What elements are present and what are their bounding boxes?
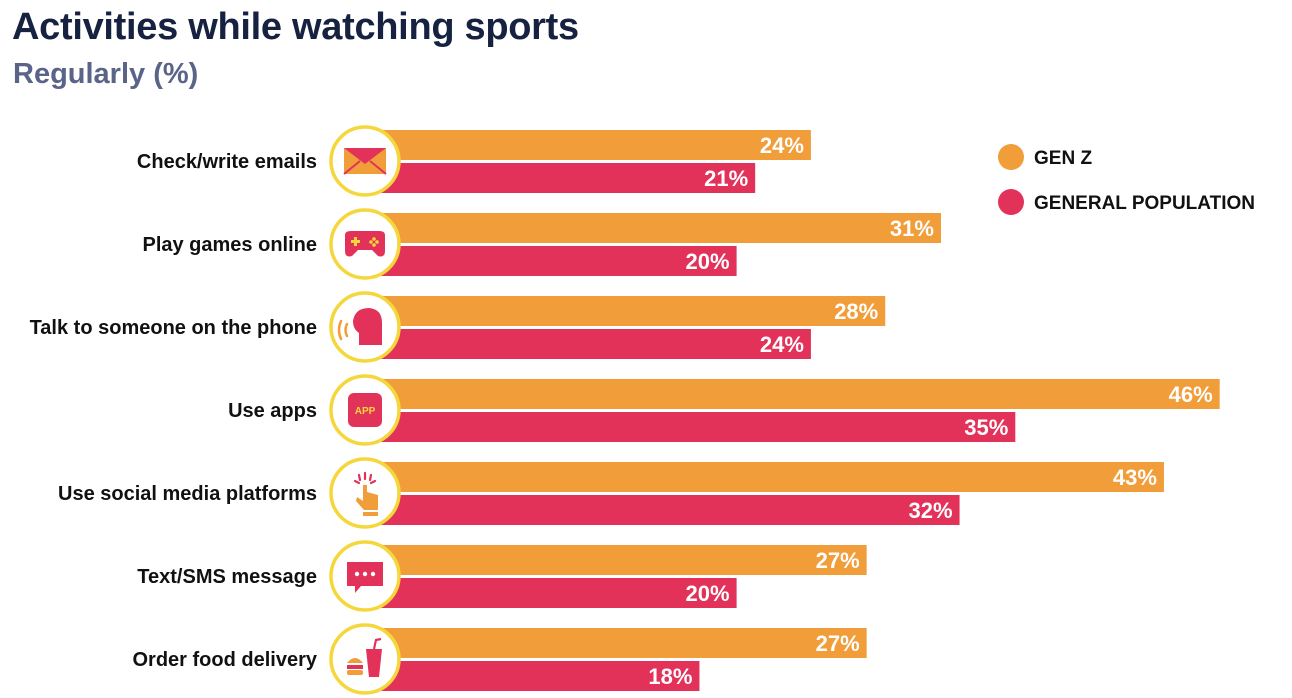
bar-gen-z <box>365 213 941 243</box>
category-label: Use apps <box>228 400 317 422</box>
chart-subtitle: Regularly (%) <box>13 58 199 90</box>
speaking-head-icon <box>329 291 401 363</box>
category-row: 46% 35% Use apps APP <box>228 374 1220 446</box>
category-label: Order food delivery <box>133 649 318 671</box>
data-label: 20% <box>686 249 730 274</box>
category-label: Talk to someone on the phone <box>30 317 317 339</box>
data-label: 35% <box>964 415 1008 440</box>
gamepad-icon <box>329 208 401 280</box>
bar-gen-z <box>365 130 811 160</box>
category-row: 27% 20% Text/SMS message <box>137 540 867 612</box>
bar-general-population <box>365 246 737 276</box>
legend-swatch <box>998 189 1024 215</box>
data-label: 27% <box>816 548 860 573</box>
bar-general-population <box>365 661 700 691</box>
bar-gen-z <box>365 379 1220 409</box>
data-label: 27% <box>816 631 860 656</box>
legend: GEN Z GENERAL POPULATION <box>998 144 1255 215</box>
tap-hand-icon <box>329 457 401 529</box>
legend-general-population: GENERAL POPULATION <box>998 189 1255 215</box>
legend-swatch <box>998 144 1024 170</box>
data-label: 21% <box>704 166 748 191</box>
bar-general-population <box>365 329 811 359</box>
category-row: 43% 32% Use social media platforms <box>58 457 1164 529</box>
data-label: 43% <box>1113 465 1157 490</box>
envelope-icon <box>329 125 401 197</box>
app-icon: APP <box>329 374 401 446</box>
bar-general-population <box>365 163 756 193</box>
category-row: 27% 18% Order food delivery <box>133 623 867 695</box>
data-label: 31% <box>890 216 934 241</box>
category-label: Text/SMS message <box>137 566 317 588</box>
bar-general-population <box>365 412 1016 442</box>
bar-general-population <box>365 578 737 608</box>
data-label: 18% <box>648 664 692 689</box>
food-drink-icon <box>329 623 401 695</box>
category-label: Use social media platforms <box>58 483 317 505</box>
legend-label: GENERAL POPULATION <box>1034 193 1255 214</box>
data-label: 46% <box>1169 382 1213 407</box>
data-label: 32% <box>909 498 953 523</box>
chat-bubble-icon <box>329 540 401 612</box>
data-label: 24% <box>760 133 804 158</box>
data-label: 24% <box>760 332 804 357</box>
bar-general-population <box>365 495 960 525</box>
svg-text:APP: APP <box>355 406 376 417</box>
legend-gen-z: GEN Z <box>998 144 1092 170</box>
bar-gen-z <box>365 462 1164 492</box>
data-label: 28% <box>834 299 878 324</box>
data-label: 20% <box>686 581 730 606</box>
category-label: Play games online <box>142 234 317 256</box>
legend-label: GEN Z <box>1034 148 1092 169</box>
chart-title: Activities while watching sports <box>12 6 579 48</box>
bar-gen-z <box>365 545 867 575</box>
category-row: 31% 20% Play games online <box>142 208 941 280</box>
bar-gen-z <box>365 628 867 658</box>
bar-gen-z <box>365 296 886 326</box>
category-label: Check/write emails <box>137 151 317 173</box>
category-row: 24% 21% Check/write emails <box>137 125 811 197</box>
category-row: 28% 24% Talk to someone on the phone <box>30 291 886 363</box>
